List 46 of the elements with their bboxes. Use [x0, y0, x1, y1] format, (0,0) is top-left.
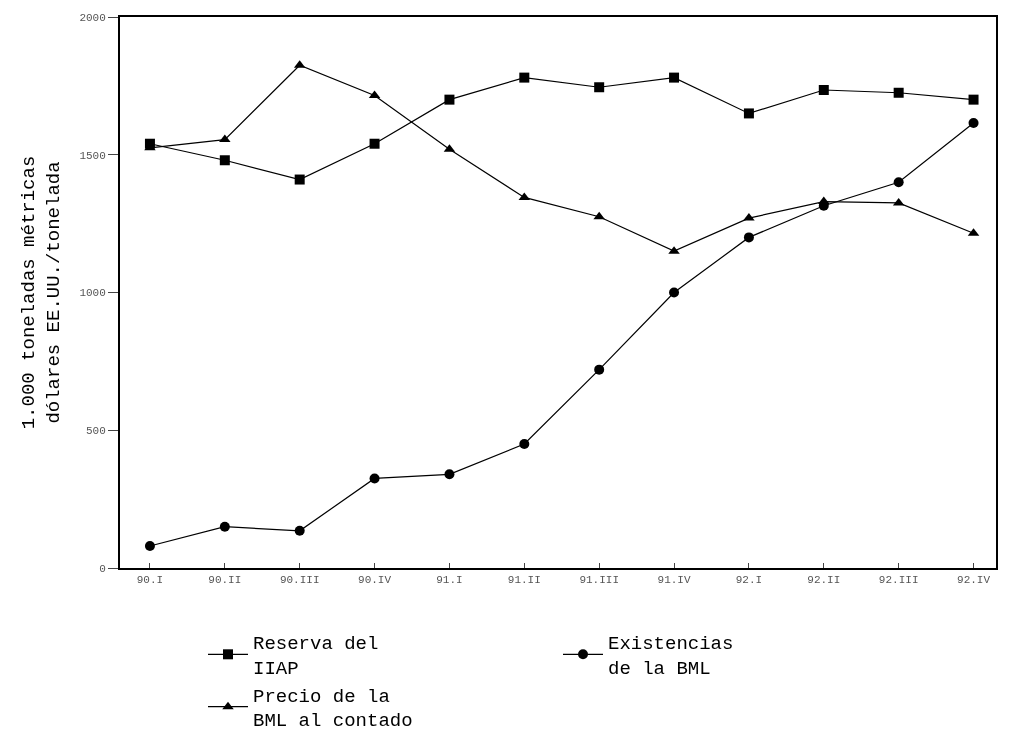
x-tick-label: 92.III: [878, 574, 919, 587]
point: [893, 87, 904, 98]
x-tick-label: 92.II: [807, 574, 841, 587]
x-tick-label: 90.III: [279, 574, 320, 587]
point: [669, 72, 680, 83]
point: [968, 118, 979, 129]
y-tick-label: 500: [85, 425, 106, 438]
x-tick-label: 91.III: [579, 574, 619, 587]
x-tick-label: 92.I: [735, 574, 763, 587]
x-tick-label: 90.II: [208, 574, 242, 587]
point: [444, 94, 455, 105]
point: [369, 473, 380, 484]
x-tick-label: 90.IV: [358, 574, 392, 587]
point: [593, 211, 605, 220]
point: [369, 138, 380, 149]
x-tick-label: 90.I: [136, 574, 164, 587]
y-tick-label: 1000: [79, 287, 106, 300]
legend-label: Existencias de la BML: [608, 633, 734, 681]
point: [444, 469, 455, 480]
point: [144, 540, 155, 551]
point: [519, 72, 530, 83]
point: [219, 134, 231, 143]
point: [743, 108, 754, 119]
point: [818, 196, 830, 205]
point: [818, 85, 829, 96]
point: [743, 232, 754, 243]
point: [893, 177, 904, 188]
legend-label: Reserva del IIAP: [253, 633, 379, 681]
point: [594, 364, 605, 375]
y-axis-title: 1.000 toneladas métricas dólares EE.UU./tonelada: [18, 155, 65, 430]
x-tick-label: 91.I: [436, 574, 463, 587]
y-tick-label: 0: [99, 562, 106, 575]
y-tick-label: 1500: [79, 149, 106, 162]
point: [294, 174, 305, 185]
point: [968, 94, 979, 105]
y-tick-label: 2000: [79, 11, 106, 24]
x-tick-label: 91.IV: [657, 574, 691, 587]
point: [219, 155, 230, 166]
point: [669, 287, 680, 298]
x-tick-label: 91.II: [507, 574, 541, 587]
point: [294, 525, 305, 536]
legend-label: Precio de la BML al contado: [253, 685, 413, 733]
point: [594, 82, 605, 93]
point: [219, 521, 230, 532]
x-tick-label: 92.IV: [957, 574, 991, 587]
point: [519, 439, 530, 450]
